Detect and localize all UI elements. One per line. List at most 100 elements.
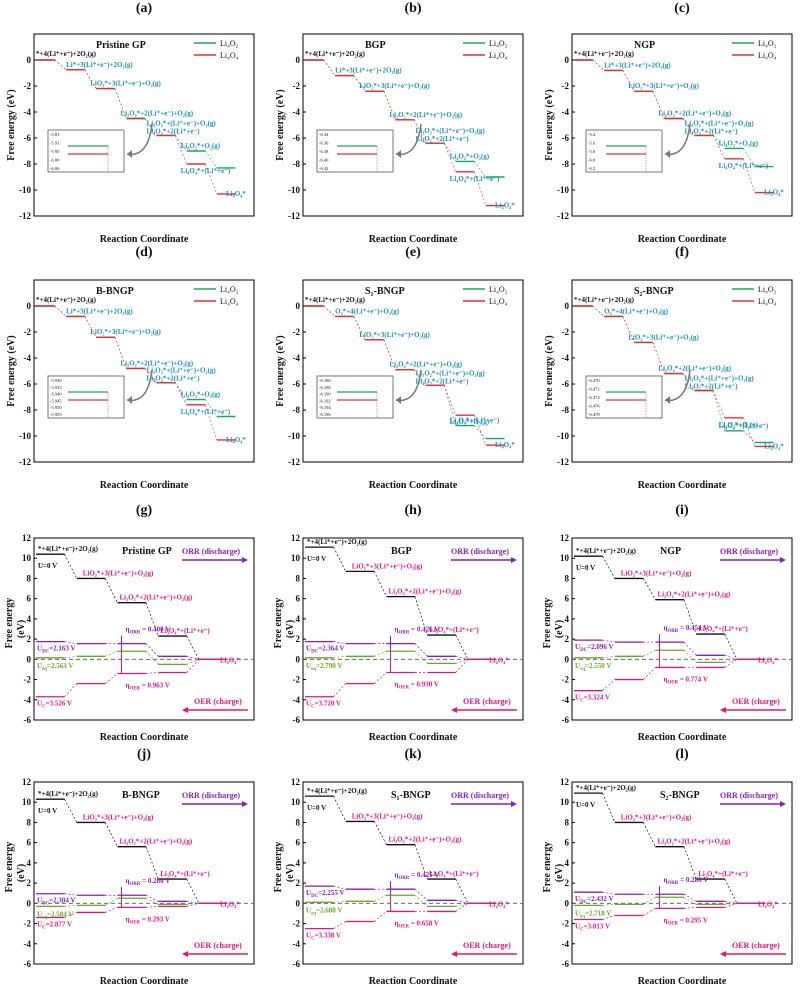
oer-arrowhead (182, 707, 188, 713)
state-label: Li₂O₂*+2(Li⁺+e⁻)+O₂(g) (120, 359, 193, 367)
y-tick-label: -12 (19, 211, 31, 221)
y-tick-label: -10 (557, 185, 569, 195)
eta-oer-label: ηOER = 0.658 V (394, 919, 439, 929)
orr-label: ORR (discharge) (182, 791, 240, 800)
y-tick-label: -6 (24, 379, 32, 389)
li4o4-series-connector (323, 59, 336, 76)
state-label: Li₄O₄*+(Li⁺+e⁻) (719, 162, 769, 170)
state-label: LiO₂*+3(Li⁺+e⁻)+O₂(g) (83, 813, 154, 821)
u0-series-connector (333, 546, 347, 572)
legend-label: Li₄O₄ (489, 297, 508, 306)
state-label: Li₃O₂*+(Li⁺+e⁻)+O₂(g) (147, 119, 217, 127)
y-tick-label: -4 (24, 353, 32, 363)
y-tick-label: 2 (27, 634, 32, 644)
state-label: *+4(Li⁺+e⁻)+2O₂(g) (305, 50, 366, 58)
inset-tick-label: -6.470 (588, 378, 600, 383)
x-axis-label: Reaction Coordinate (100, 976, 189, 987)
state-label: Li₄O₂*+O₂(g) (450, 152, 490, 160)
y-tick-label: -2 (293, 327, 301, 337)
state-label: LiO₂*+3(Li⁺+e⁻)+O₂(g) (359, 331, 430, 339)
panel-letter: (i) (675, 503, 689, 518)
u0-series-connector (683, 846, 697, 880)
ueq-series-connector (602, 655, 615, 659)
orr-label: ORR (discharge) (720, 547, 778, 556)
y-tick-label: -6 (293, 133, 301, 143)
x-axis-label: Reaction Coordinate (100, 732, 189, 743)
y-tick-label: -6 (293, 715, 301, 725)
y-tick-label: -8 (24, 405, 32, 415)
uc-label: UC=2.877 V (37, 920, 72, 930)
state-label: LiO₂*+3(Li⁺+e⁻)+O₂(g) (359, 82, 430, 90)
state-label: Li₄O₂*+2(Li⁺+e⁻) (685, 383, 739, 391)
udc-series-connector (602, 639, 615, 643)
plot-frame (571, 33, 793, 217)
panel-e: (e) 0 -2 -4 -6 -8 -10 -12 Free energy (eV) Reacti… (275, 245, 524, 491)
panel-c: (c) 0 -2 -4 -6 -8 -10 -12 Free energy (eV) Reacti… (544, 1, 793, 245)
y-tick-label: 0 (565, 55, 570, 65)
uc-series-connector (643, 908, 656, 916)
ueq-label: Ueq=2.563 V (37, 662, 73, 672)
panel-g: (g) 12 10 8 6 4 2 0 -2 -4 -6 Free energy (eV) Reactio… (4, 503, 255, 743)
uc-series-connector (374, 911, 387, 922)
state-label: Li₄O₄* (764, 189, 784, 197)
x-axis-label: Reaction Coordinate (100, 234, 189, 245)
eta-oer-label: ηOER = 0.930 V (394, 680, 439, 690)
ueq-series-connector (374, 650, 387, 657)
u0-label: U=0 V (307, 555, 326, 563)
li2o2-series-connector (474, 425, 487, 439)
orr-label: ORR (discharge) (451, 791, 509, 800)
state-label: Li₄O₂*+O₂(g) (181, 142, 221, 150)
y-tick-label: 6 (296, 838, 301, 848)
state-label: Li₄O₂*+O₂(g) (181, 391, 221, 399)
y-tick-label: -2 (293, 675, 301, 685)
y-axis-label: Free energy (273, 598, 284, 649)
y-tick-label: 0 (27, 301, 32, 311)
legend-label: Li₄O₄ (220, 51, 239, 60)
y-tick-label: -4 (293, 353, 301, 363)
uc-series-connector (105, 907, 118, 913)
inset-box (47, 129, 125, 173)
state-label: Li₄O₄*+(Li⁺+e⁻) (181, 408, 231, 416)
orr-label: ORR (discharge) (182, 547, 240, 556)
state-label: Li₄O₂*+O₂(g) (719, 421, 759, 429)
plot-frame (33, 781, 255, 965)
u0-series-connector (602, 792, 616, 823)
li2o2-series-connector (174, 382, 187, 400)
inset-arrowhead (127, 150, 132, 158)
ueq-series-connector (64, 655, 77, 659)
y-axis-label: (eV) (16, 864, 27, 882)
ueq-label: Ueq=2.584 V (37, 910, 73, 920)
li2o2-series-connector (712, 390, 725, 431)
li2o2-series-connector (743, 148, 756, 167)
state-label: *+4(Li⁺+e⁻)+2O₂(g) (574, 50, 635, 58)
y-axis-label: Free energy (542, 598, 553, 649)
u0-series-connector (724, 633, 738, 660)
y-tick-label: -8 (562, 159, 570, 169)
u0-series-connector (64, 799, 78, 823)
y-tick-label: -4 (24, 107, 32, 117)
state-label: Li*+3(Li⁺+e⁻)+2O₂(g) (66, 307, 133, 315)
li4o4-series-connector (174, 135, 187, 165)
ueq-series-connector (333, 655, 346, 659)
inset-tick-label: -5.8 (588, 149, 596, 154)
li4o4-series-connector (353, 316, 366, 340)
state-label: Li₄O₄* (220, 656, 240, 664)
panel-f: (f) 0 -2 -4 -6 -8 -10 -12 Free energy (eV) Reacti… (544, 245, 793, 491)
y-tick-label: -10 (19, 431, 31, 441)
udc-label: UDC=2.163 V (37, 645, 76, 655)
inset-tick-label: -5.930 (50, 378, 62, 383)
udc-label: UDC=2.432 V (575, 895, 614, 905)
y-tick-label: 0 (296, 654, 301, 664)
inset-tick-label: -6.2 (588, 166, 595, 171)
y-tick-label: 0 (296, 898, 301, 908)
state-label: Li₄O₄* (495, 202, 515, 210)
udc-series-connector (333, 641, 346, 645)
state-label: Li₄O₄* (758, 656, 778, 664)
inset-tick-label: -5.935 (50, 385, 62, 390)
ueq-series-connector (186, 659, 200, 665)
inset-tick-label: -6.42 (319, 166, 328, 171)
state-label: Li₄O₂*+O₂(g) (450, 418, 490, 426)
y-tick-label: -2 (293, 81, 301, 91)
y-tick-label: -2 (24, 81, 32, 91)
y-tick-label: -8 (562, 405, 570, 415)
